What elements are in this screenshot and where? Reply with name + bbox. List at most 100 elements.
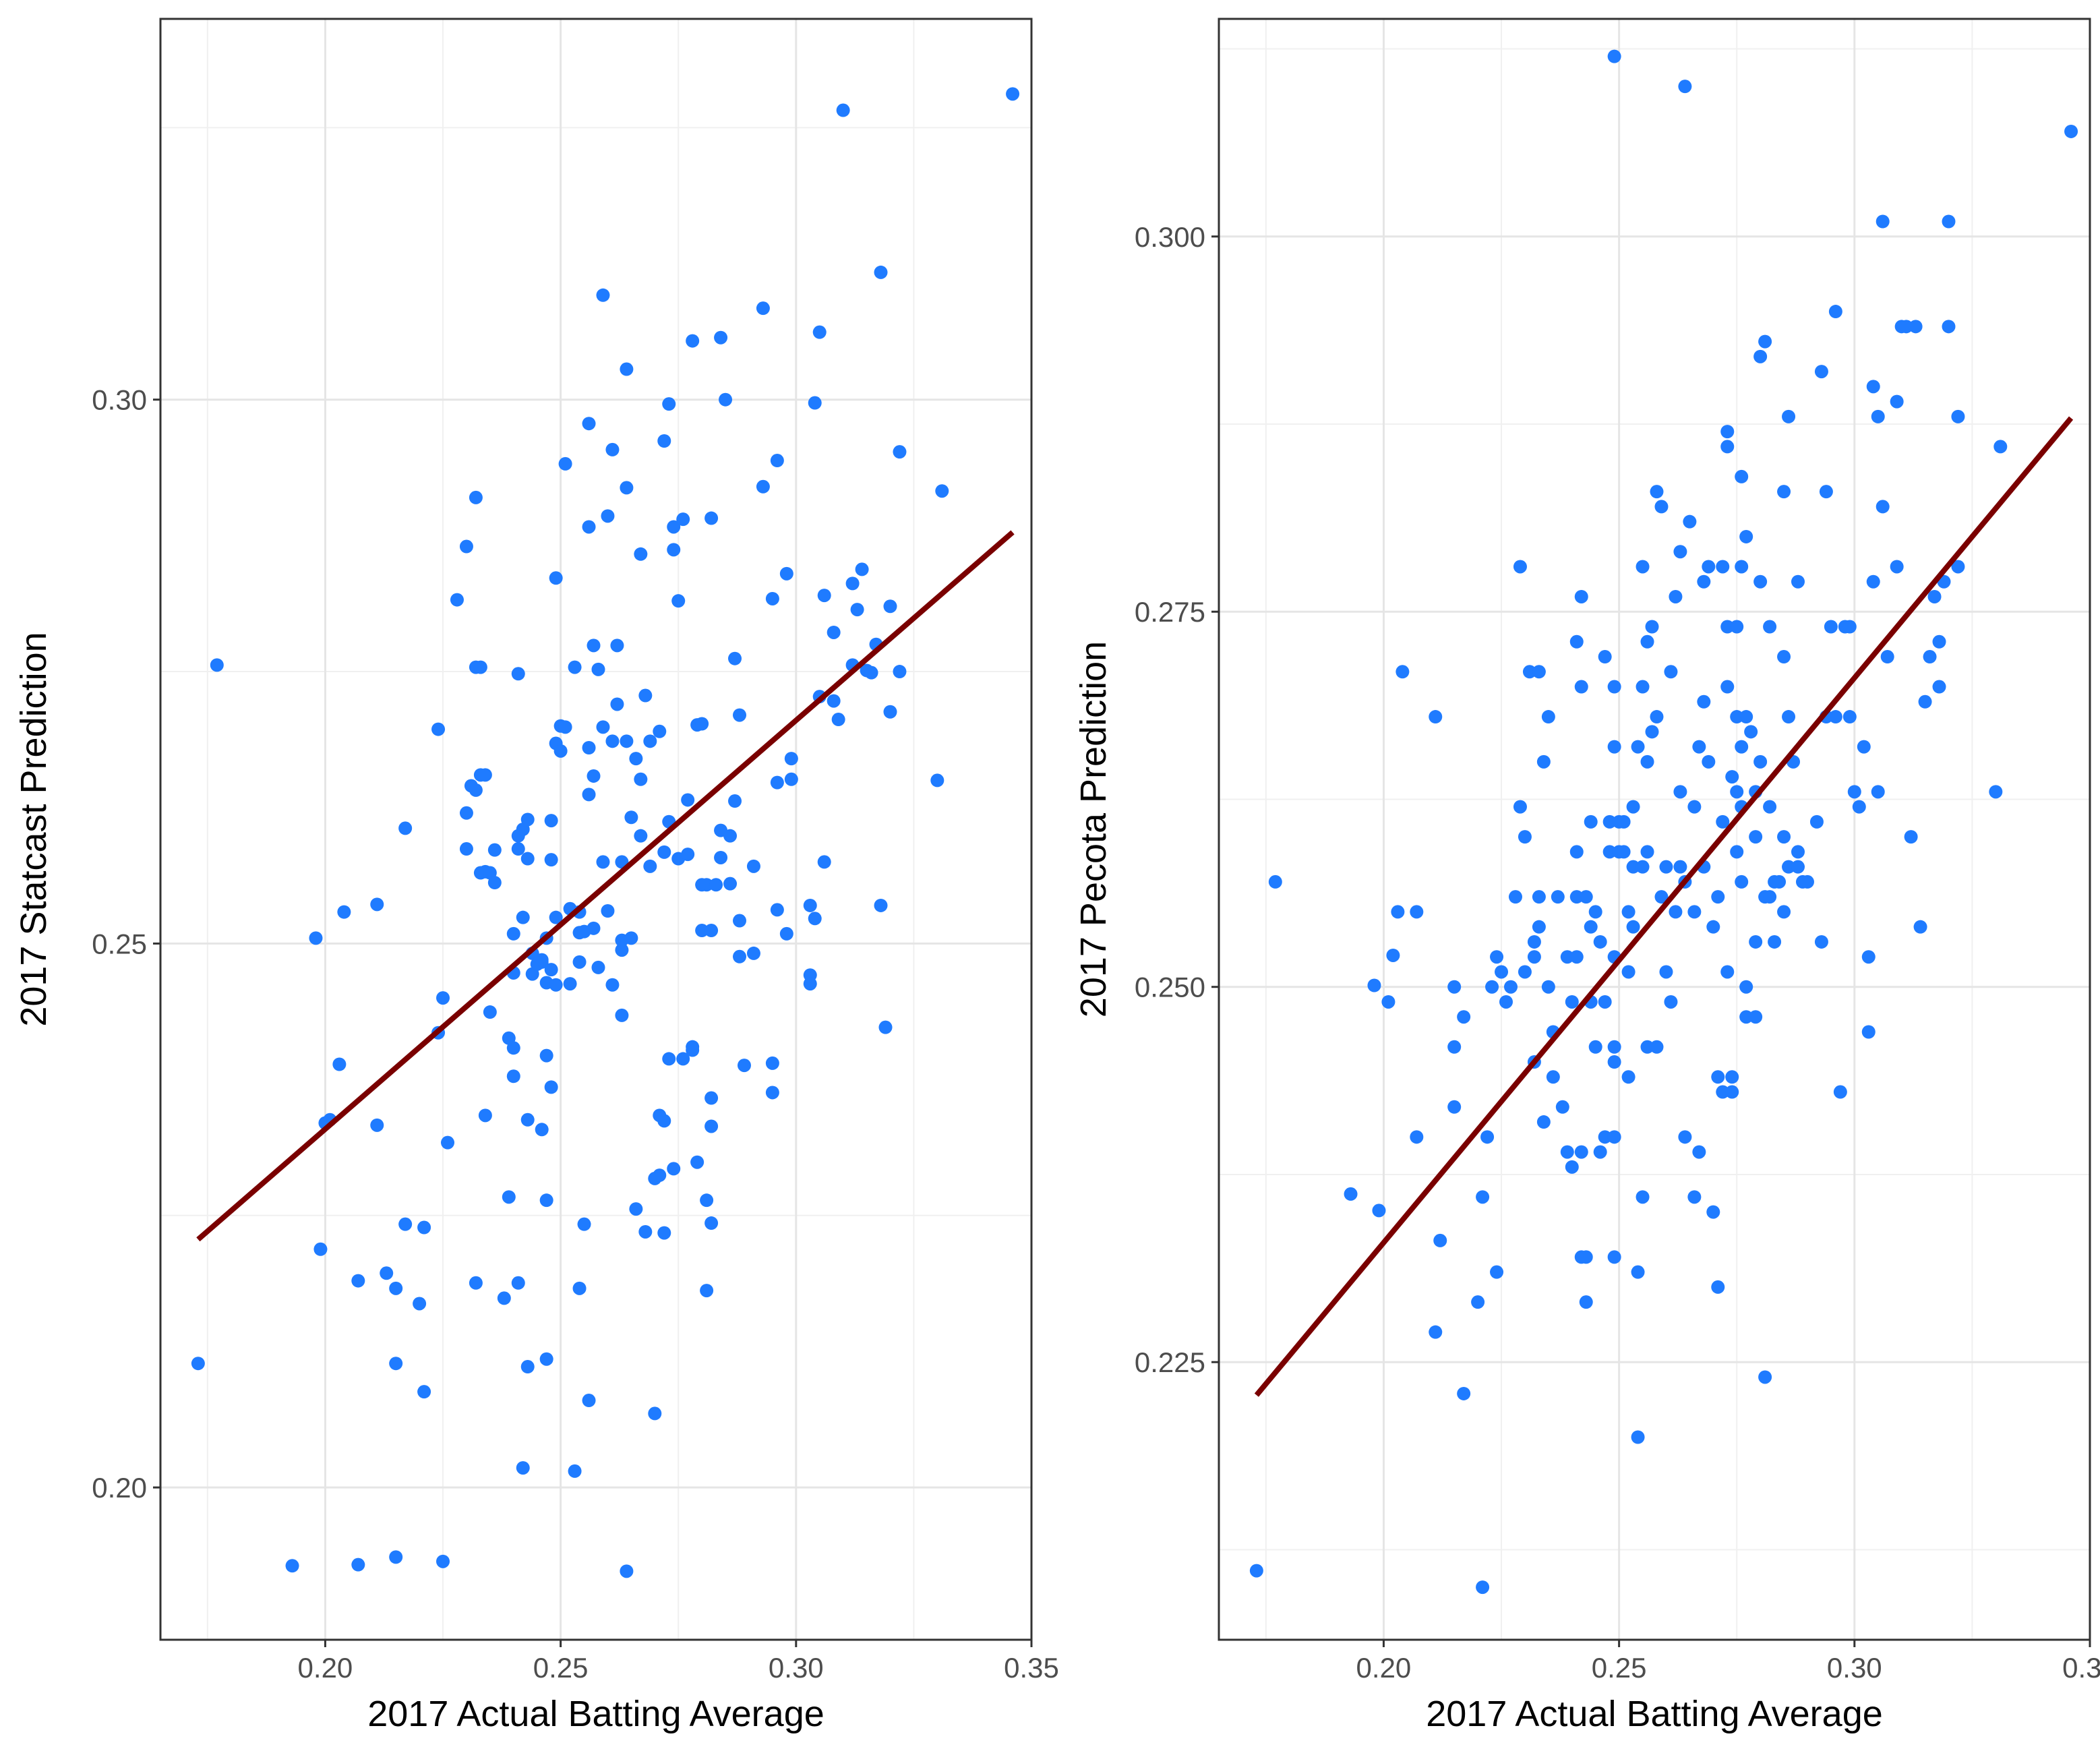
data-point [1871,409,1885,423]
data-point [1588,1040,1602,1054]
data-point [770,903,784,917]
data-point [1909,320,1923,334]
data-point [1626,800,1640,814]
data-point [1730,785,1744,799]
data-point [539,1352,553,1366]
data-point [1518,830,1532,844]
data-point [1631,1430,1645,1444]
y-axis-title: 2017 Pecota Prediction [1073,641,1114,1017]
data-point [1372,1204,1386,1218]
data-point [1607,1250,1621,1264]
data-point [803,898,817,912]
data-point [1636,560,1650,574]
data-point [737,1059,751,1073]
data-point [539,1048,553,1063]
data-point [1640,1040,1654,1054]
data-point [1381,995,1396,1009]
data-point [653,724,667,738]
data-point [643,859,657,873]
x-tick-label: 0.35 [1004,1652,1059,1684]
y-tick-label: 0.275 [1135,596,1205,628]
data-point [878,1020,893,1034]
data-point [643,734,657,748]
data-point [1617,845,1631,859]
data-point [478,1108,492,1123]
data-point [638,1224,653,1239]
data-point [733,708,747,722]
data-point [535,953,549,967]
data-point [1480,1130,1495,1144]
data-point [450,593,464,607]
data-point [1579,1250,1593,1264]
data-point [733,914,747,928]
data-point [506,1041,520,1055]
y-tick-label: 0.20 [92,1472,147,1504]
data-point [544,814,558,828]
data-point [1669,905,1683,919]
data-point [1772,874,1787,889]
data-point [1852,800,1866,814]
data-point [459,539,473,554]
data-point [1574,1145,1588,1159]
data-point [695,717,709,731]
data-point [1777,650,1791,664]
regression-line [196,530,1015,1242]
data-point [1503,980,1518,994]
data-point [709,878,723,892]
data-point [704,1119,719,1133]
data-point [1574,680,1588,694]
data-point [695,924,709,938]
data-point [1669,589,1683,603]
data-point [657,845,671,859]
data-point [704,511,719,525]
data-point [1476,1580,1490,1595]
data-point [620,1564,634,1578]
data-point [1584,920,1598,934]
data-point [1490,1265,1504,1279]
data-point [1777,830,1791,844]
data-point [1569,845,1584,859]
data-point [1640,845,1654,859]
data-point [1659,965,1673,979]
data-point [605,734,620,748]
data-point [587,769,601,783]
data-point [1386,948,1400,962]
data-point [827,625,841,639]
data-point [746,946,760,960]
data-point [1650,710,1664,724]
data-point [1602,814,1617,829]
data-point [1636,680,1650,694]
data-point [615,943,629,957]
statcast-panel: 0.20 0.25 0.30 0.35 0.20 0.25 0.30 2017 Actual … [13,18,1059,1734]
data-point [380,1266,394,1280]
data-point [1659,860,1673,874]
data-point [1716,814,1730,829]
data-point [1791,845,1805,859]
data-point [1735,740,1749,754]
data-point [582,1394,596,1408]
data-point [1490,950,1504,964]
data-point [1532,665,1546,679]
data-point [520,812,535,827]
data-point [620,734,634,748]
data-point [765,1086,779,1100]
data-point [1626,860,1640,874]
data-point [648,1406,662,1421]
data-point [808,396,822,410]
data-point [1777,905,1791,919]
data-point [1429,1325,1443,1339]
data-point [544,853,558,867]
data-point [370,1118,384,1132]
data-point [1749,1010,1763,1024]
data-point [398,821,413,835]
data-point [629,752,643,766]
data-point [601,509,615,523]
data-point [704,924,719,938]
data-point [469,783,483,797]
data-point [1716,560,1730,574]
data-point [1621,905,1636,919]
data-point [1471,1295,1485,1309]
data-point [511,667,525,681]
data-point [1730,845,1744,859]
data-point [487,843,502,857]
